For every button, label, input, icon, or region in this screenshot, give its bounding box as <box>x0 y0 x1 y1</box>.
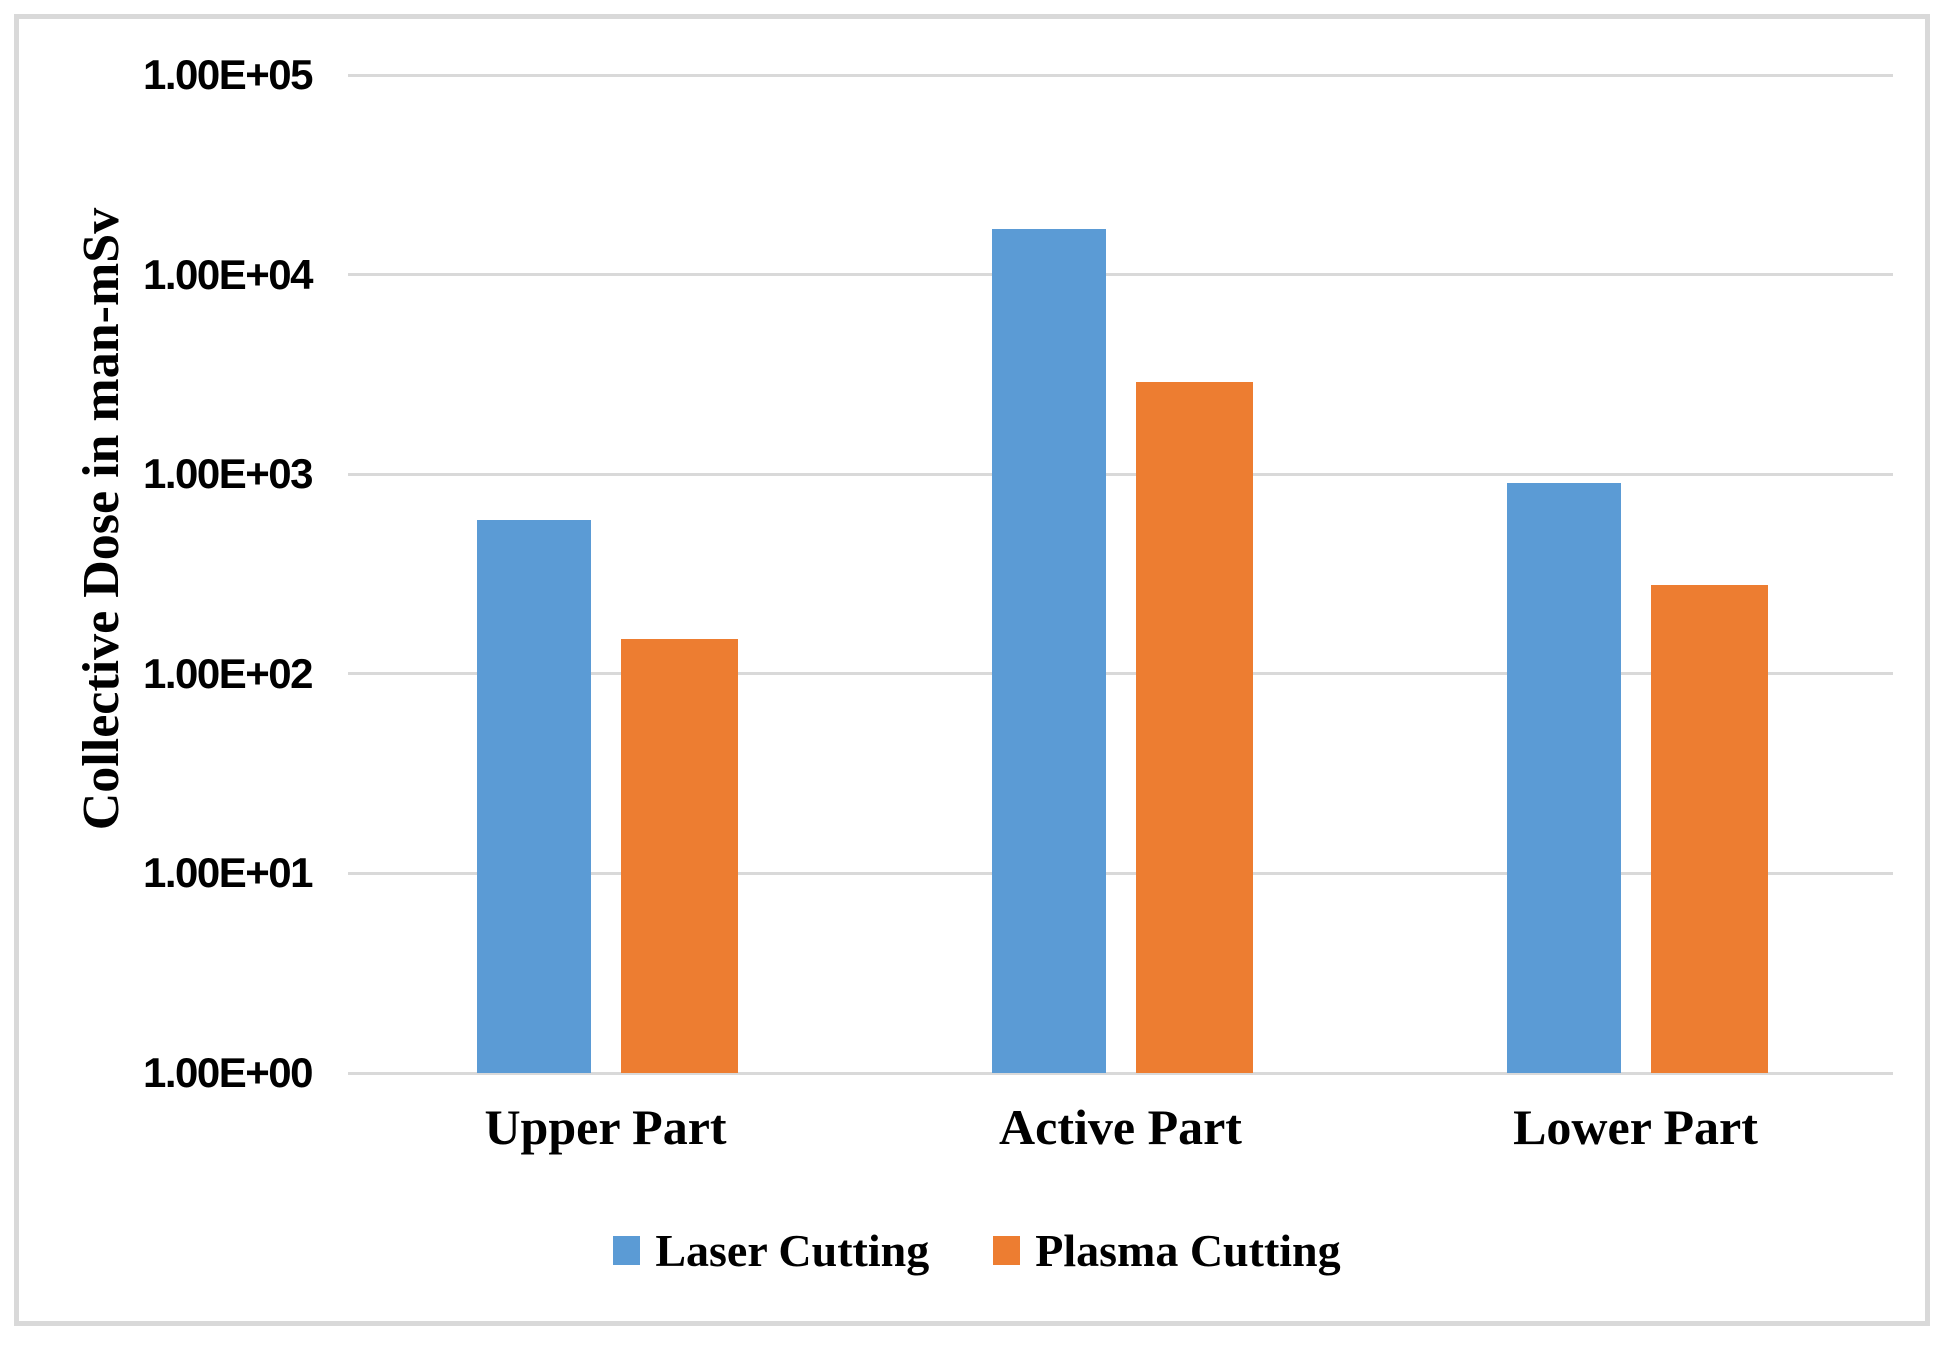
y-tick-label: 1.00E+03 <box>142 450 314 498</box>
y-tick-label: 1.00E+05 <box>142 51 314 98</box>
y-tick-label: 1.00E+00 <box>142 1049 314 1096</box>
bar-laser-cutting-active-part <box>992 228 1106 1073</box>
plot-area <box>348 73 1893 1075</box>
x-category-label-upper-part: Upper Part <box>484 1099 727 1155</box>
bar-plasma-cutting-lower-part <box>1651 584 1768 1073</box>
y-tick-label: 1.00E+01 <box>142 849 314 897</box>
gridline-1.00E+04 <box>348 273 1893 277</box>
x-category-label-active-part: Active Part <box>999 1099 1242 1155</box>
gridline-1.00E+05 <box>348 73 1893 77</box>
gridline-1.00E+00 <box>348 1071 1893 1075</box>
y-tick-label: 1.00E+02 <box>142 649 314 697</box>
y-axis-tick-labels: 1.00E+05 1.00E+04 1.00E+03 1.00E+02 1.00E+01… <box>0 0 314 1350</box>
legend-item-laser-cutting: Laser Cutting <box>613 1224 929 1277</box>
y-tick-label: 1.00E+04 <box>142 250 314 298</box>
gridline-1.00E+01 <box>348 871 1893 875</box>
y-axis-title: Collective Dose in man-mSv <box>73 207 130 831</box>
legend-label: Plasma Cutting <box>1035 1225 1341 1276</box>
gridline-1.00E+02 <box>348 672 1893 676</box>
x-category-label-lower-part: Lower Part <box>1513 1099 1758 1155</box>
legend-swatch-icon <box>993 1236 1021 1265</box>
gridline-1.00E+03 <box>348 472 1893 476</box>
legend-item-plasma-cutting: Plasma Cutting <box>993 1224 1341 1277</box>
legend-label: Laser Cutting <box>655 1225 930 1276</box>
bar-laser-cutting-lower-part <box>1507 483 1621 1073</box>
bar-plasma-cutting-active-part <box>1136 381 1253 1073</box>
bar-laser-cutting-upper-part <box>477 519 591 1073</box>
bar-plasma-cutting-upper-part <box>621 638 738 1073</box>
legend-swatch-icon <box>613 1236 641 1265</box>
legend: Laser Cutting Plasma Cutting <box>0 1224 1954 1277</box>
